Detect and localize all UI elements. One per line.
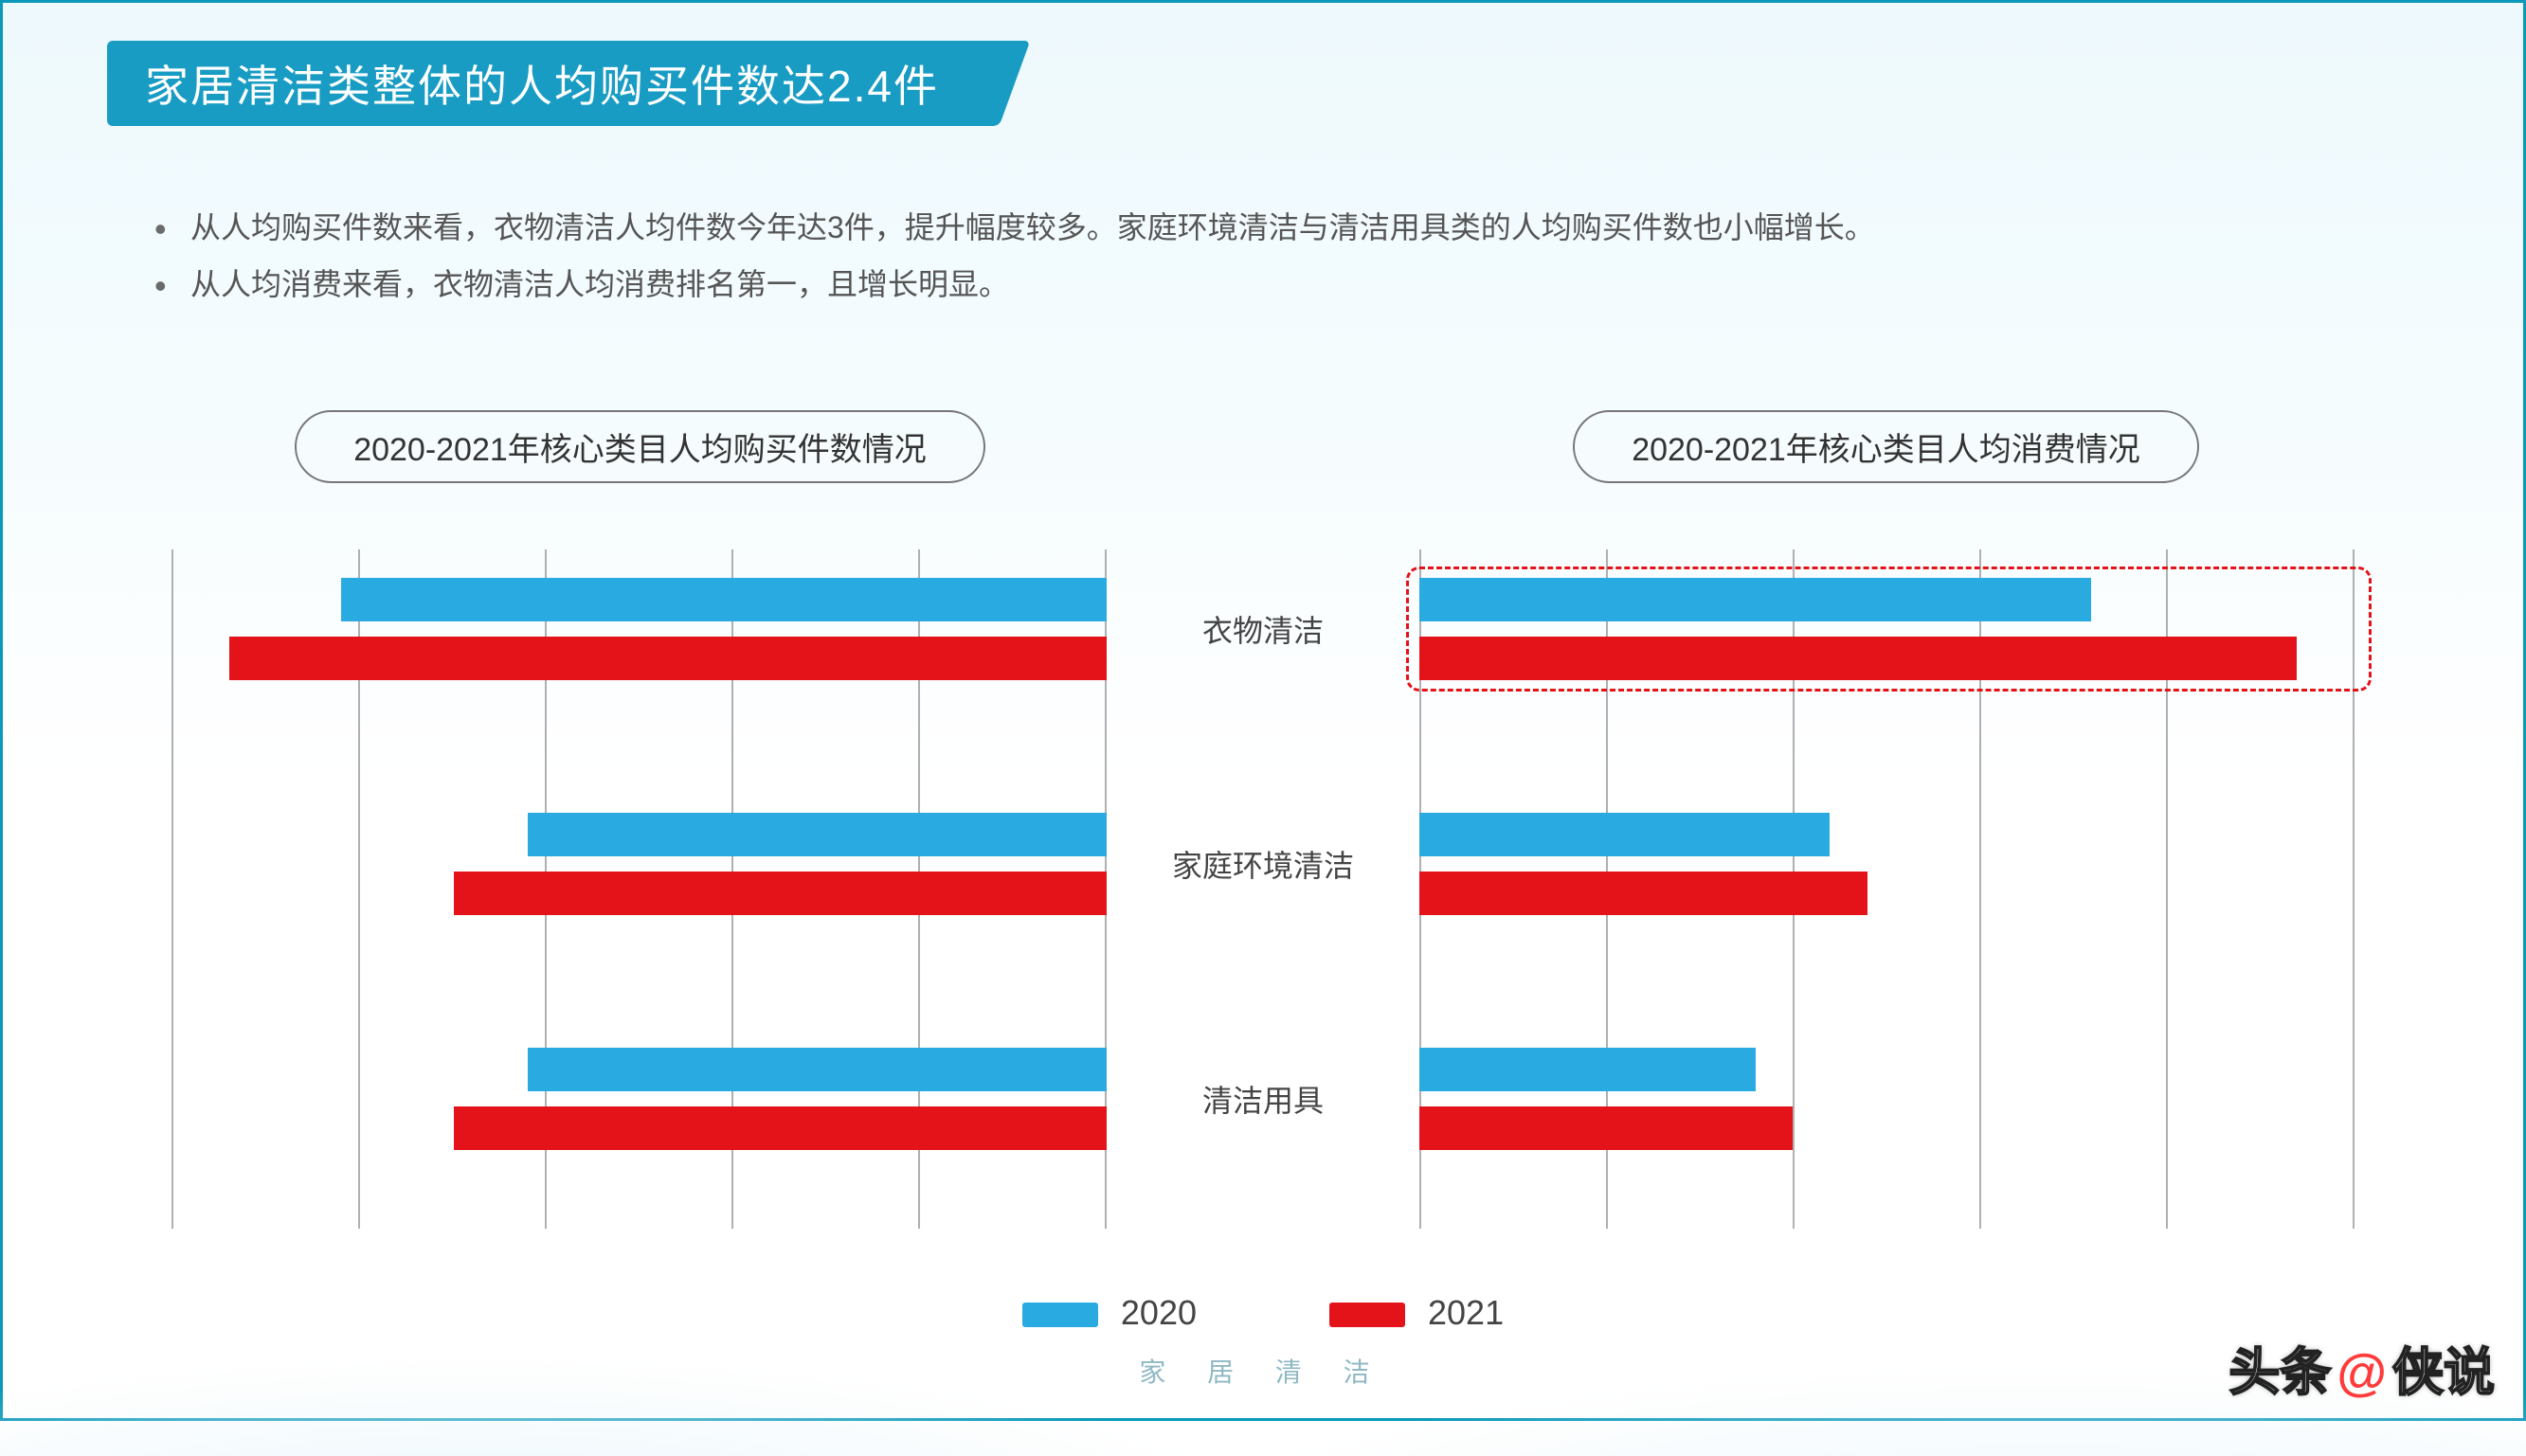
category-label: 衣物清洁 bbox=[1145, 607, 1381, 651]
right-plot bbox=[1419, 549, 2353, 1229]
category-label: 家庭环境清洁 bbox=[1145, 842, 1381, 886]
gridline bbox=[2353, 549, 2355, 1229]
legend-label-2020: 2020 bbox=[1121, 1293, 1197, 1332]
category-labels-column: 衣物清洁家庭环境清洁清洁用具 bbox=[1145, 410, 1381, 1229]
legend-swatch-2020 bbox=[1022, 1303, 1098, 1327]
gridline bbox=[171, 549, 173, 1229]
bar bbox=[1419, 1106, 1793, 1150]
title-banner: 家居清洁类整体的人均购买件数达2.4件 bbox=[107, 41, 986, 126]
bar bbox=[454, 1106, 1108, 1150]
legend: 2020 2021 bbox=[3, 1293, 2523, 1333]
charts-area: 2020-2021年核心类目人均购买件数情况 衣物清洁家庭环境清洁清洁用具 20… bbox=[173, 410, 2353, 1229]
footer-text: 家 居 清 洁 bbox=[3, 1352, 2523, 1390]
right-plot-wrap bbox=[1419, 549, 2353, 1229]
bullet-item: 从人均购买件数来看，衣物清洁人均件数今年达3件，提升幅度较多。家庭环境清洁与清洁… bbox=[145, 202, 2381, 253]
category-label: 清洁用具 bbox=[1145, 1077, 1381, 1121]
bullet-item: 从人均消费来看，衣物清洁人均消费排名第一，且增长明显。 bbox=[145, 259, 2381, 310]
left-chart-title: 2020-2021年核心类目人均购买件数情况 bbox=[295, 410, 985, 483]
bar bbox=[1419, 872, 1867, 915]
left-chart: 2020-2021年核心类目人均购买件数情况 bbox=[173, 410, 1107, 1229]
right-chart-title: 2020-2021年核心类目人均消费情况 bbox=[1573, 410, 2199, 483]
bar bbox=[1419, 578, 2091, 621]
bar bbox=[528, 813, 1107, 856]
bar bbox=[1419, 813, 1830, 856]
watermark-suffix: 侠说 bbox=[2392, 1344, 2495, 1401]
bar bbox=[229, 637, 1107, 680]
watermark-prefix: 头条 bbox=[2228, 1344, 2331, 1401]
legend-item-2021: 2021 bbox=[1329, 1293, 1504, 1333]
page-title: 家居清洁类整体的人均购买件数达2.4件 bbox=[145, 52, 939, 115]
bar bbox=[454, 872, 1108, 915]
bar bbox=[528, 1048, 1107, 1091]
legend-item-2020: 2020 bbox=[1022, 1293, 1197, 1333]
bar bbox=[1419, 637, 2297, 680]
bar bbox=[1419, 1048, 1756, 1091]
legend-label-2021: 2021 bbox=[1428, 1293, 1504, 1332]
watermark-at: @ bbox=[2337, 1344, 2387, 1401]
left-plot bbox=[173, 549, 1107, 1229]
slide-root: 家居清洁类整体的人均购买件数达2.4件 从人均购买件数来看，衣物清洁人均件数今年… bbox=[0, 0, 2526, 1421]
bar bbox=[341, 578, 1107, 621]
bullet-list: 从人均购买件数来看，衣物清洁人均件数今年达3件，提升幅度较多。家庭环境清洁与清洁… bbox=[145, 202, 2381, 316]
left-plot-wrap bbox=[173, 549, 1107, 1229]
legend-swatch-2021 bbox=[1329, 1303, 1405, 1327]
watermark: 头条@侠说 bbox=[2228, 1330, 2495, 1405]
right-chart: 2020-2021年核心类目人均消费情况 bbox=[1419, 410, 2353, 1229]
